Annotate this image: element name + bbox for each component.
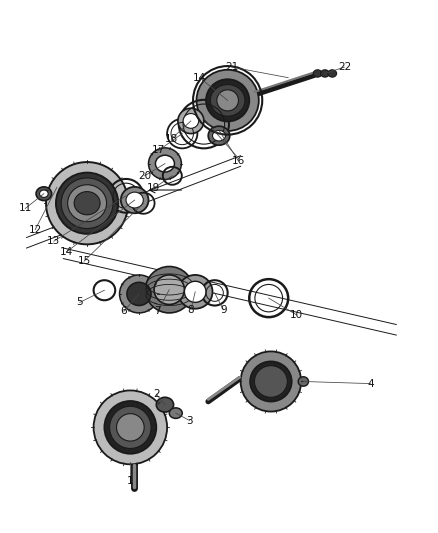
Ellipse shape	[121, 187, 148, 213]
Ellipse shape	[154, 275, 184, 304]
Ellipse shape	[94, 391, 167, 464]
Ellipse shape	[156, 397, 173, 412]
Ellipse shape	[169, 408, 182, 418]
Text: 6: 6	[120, 306, 127, 316]
Ellipse shape	[39, 190, 48, 197]
Text: 16: 16	[232, 156, 245, 166]
Ellipse shape	[217, 90, 238, 111]
Text: 9: 9	[220, 305, 226, 315]
Text: 10: 10	[290, 310, 304, 320]
Ellipse shape	[61, 178, 113, 229]
Text: 2: 2	[153, 389, 159, 399]
Ellipse shape	[208, 126, 230, 145]
Text: 19: 19	[147, 183, 160, 193]
Ellipse shape	[36, 187, 52, 200]
Ellipse shape	[67, 185, 106, 222]
Ellipse shape	[46, 162, 128, 244]
Text: 18: 18	[165, 134, 178, 144]
Ellipse shape	[240, 351, 301, 411]
Ellipse shape	[117, 414, 144, 441]
Text: 22: 22	[338, 62, 351, 72]
Ellipse shape	[127, 282, 151, 305]
Ellipse shape	[148, 148, 181, 180]
Ellipse shape	[74, 191, 100, 215]
Ellipse shape	[178, 108, 204, 134]
Ellipse shape	[328, 70, 337, 77]
Text: 5: 5	[77, 297, 83, 308]
Text: 11: 11	[19, 204, 32, 214]
Ellipse shape	[210, 85, 245, 116]
Text: 14: 14	[193, 72, 206, 83]
Ellipse shape	[155, 155, 174, 172]
Ellipse shape	[120, 275, 159, 313]
Ellipse shape	[250, 361, 292, 401]
Text: 3: 3	[186, 416, 193, 425]
Ellipse shape	[254, 366, 287, 397]
Text: 1: 1	[127, 476, 134, 486]
Ellipse shape	[126, 192, 143, 208]
Ellipse shape	[56, 173, 118, 234]
Ellipse shape	[212, 131, 226, 141]
Text: 15: 15	[78, 256, 91, 266]
Ellipse shape	[313, 70, 322, 77]
Text: 12: 12	[28, 224, 42, 235]
Text: 13: 13	[47, 236, 60, 246]
Text: 8: 8	[187, 305, 194, 315]
Text: 4: 4	[367, 378, 374, 389]
Ellipse shape	[206, 79, 249, 122]
Ellipse shape	[184, 281, 206, 302]
Text: 21: 21	[225, 62, 239, 72]
Ellipse shape	[183, 114, 199, 128]
Text: 20: 20	[138, 171, 151, 181]
Text: 14: 14	[60, 247, 74, 257]
Ellipse shape	[178, 275, 212, 309]
Text: 17: 17	[152, 146, 165, 156]
Ellipse shape	[298, 377, 308, 386]
Ellipse shape	[197, 70, 259, 131]
Ellipse shape	[145, 266, 193, 313]
Ellipse shape	[321, 70, 329, 77]
Text: 7: 7	[154, 306, 161, 316]
Ellipse shape	[104, 401, 156, 454]
Ellipse shape	[110, 406, 151, 448]
